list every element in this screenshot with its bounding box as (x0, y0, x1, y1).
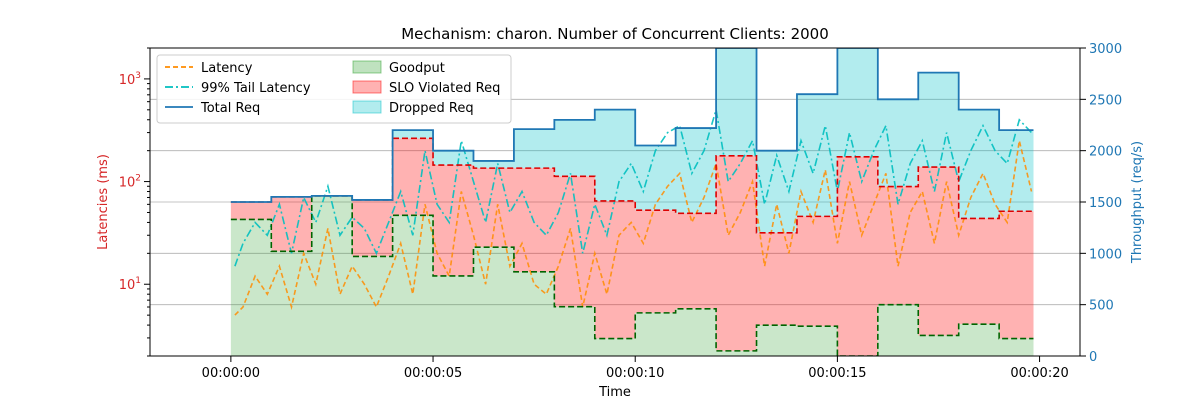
legend-item: SLO Violated Req (352, 80, 500, 96)
x-tick-label: 00:00:10 (606, 366, 664, 381)
right-tick-label: 2000 (1089, 145, 1122, 160)
x-tick-label: 00:00:05 (404, 366, 462, 381)
legend-item: 99% Tail Latency (165, 81, 311, 96)
right-tick-label: 2500 (1089, 93, 1122, 108)
legend-item: Total Req (165, 101, 260, 116)
x-axis: 00:00:00 00:00:05 00:00:10 00:00:15 00:00:20 (202, 356, 1069, 381)
legend-label: Total Req (200, 101, 260, 116)
x-tick-label: 00:00:15 (808, 366, 866, 381)
legend-item: Latency (165, 61, 253, 76)
slo-violated-area (230, 138, 1034, 356)
right-tick-label: 1500 (1089, 196, 1122, 211)
legend-swatch (352, 60, 382, 74)
left-tick-label: 101 (119, 276, 141, 293)
legend-item: Goodput (352, 60, 445, 76)
legend-label: 99% Tail Latency (201, 81, 311, 96)
x-axis-label: Time (598, 385, 631, 400)
legend-label: Latency (201, 61, 253, 76)
right-tick-label: 0 (1089, 350, 1097, 365)
legend: Latency 99% Tail Latency Total Req Goodput S… (156, 54, 512, 124)
x-tick-label: 00:00:20 (1010, 366, 1068, 381)
latency-line (234, 140, 1033, 316)
tail-latency-line (234, 109, 1033, 267)
legend-label: Goodput (389, 61, 445, 76)
right-tick-label: 3000 (1089, 42, 1122, 57)
right-axis-label: Throughput (req/s) (1130, 141, 1145, 264)
right-axis: 0 500 1000 1500 2000 2500 3000 (1079, 42, 1122, 365)
goodput-edge (230, 195, 1034, 356)
right-tick-label: 1000 (1089, 247, 1122, 262)
legend-label: SLO Violated Req (389, 81, 500, 96)
left-tick-label: 103 (119, 71, 141, 88)
left-axis: 101 102 103 (119, 47, 151, 357)
legend-item: Dropped Req (352, 100, 474, 116)
x-tick-label: 00:00:00 (202, 366, 260, 381)
legend-label: Dropped Req (389, 101, 474, 116)
legend-swatch (352, 80, 382, 94)
legend-box (156, 54, 512, 124)
right-tick-label: 500 (1089, 299, 1114, 314)
left-axis-label: Latencies (ms) (96, 154, 111, 250)
goodput-area (230, 195, 1034, 356)
total-req-line (230, 48, 1034, 203)
legend-swatch (352, 100, 382, 114)
left-tick-label: 102 (119, 174, 141, 191)
chart-title: Mechanism: charon. Number of Concurrent … (401, 25, 829, 43)
plot-area (230, 48, 1034, 356)
